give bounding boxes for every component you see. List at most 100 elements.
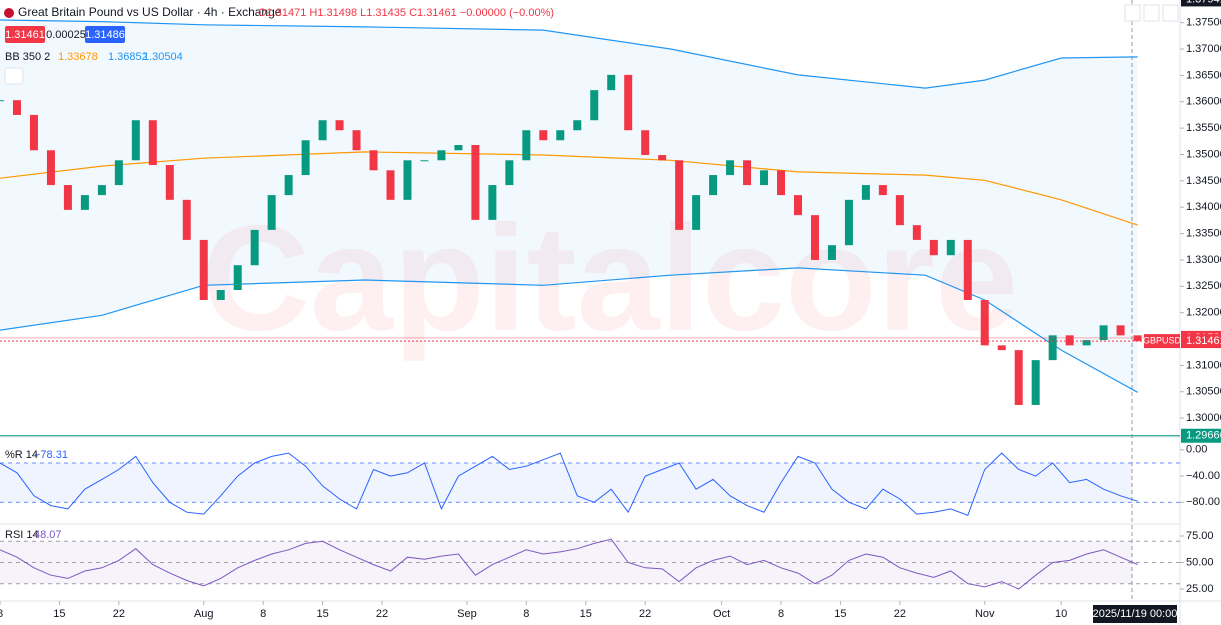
x-tick-label: Sep [457,608,477,620]
candle [1014,350,1023,405]
candle [641,130,650,156]
collapse-button[interactable] [4,67,24,85]
candle [793,195,802,216]
y-tick-label: 1.35500 [1186,122,1221,134]
bid-price: 1.31461 [5,29,45,41]
candle [454,145,463,151]
candle [1133,335,1142,342]
bid-button[interactable] [5,26,45,43]
ohlc: O1.31471 H1.31498 L1.31435 C1.31461 −0.0… [258,7,554,19]
indicator-line [0,452,1138,517]
y-tick-label: 1.33500 [1186,227,1221,239]
candle [810,215,819,260]
x-tick-label: 10 [1055,608,1067,620]
y-tick-label: 1.37500 [1186,17,1221,29]
candle [63,185,72,210]
watermark: Capitalcore [202,194,1019,362]
candle [80,195,89,210]
y-tick-label: 1.34000 [1186,201,1221,213]
candle [556,130,565,141]
candle [912,225,921,240]
candle [929,239,938,256]
candle [743,160,752,186]
rsi-label: RSI 14 [5,529,39,541]
candle [335,120,344,131]
x-tick-label: 15 [580,608,592,620]
candle [216,290,225,301]
candle [1048,335,1057,361]
x-tick-label: Oct [713,608,730,620]
level-fill [0,462,1132,503]
spread: 0.00025 [46,29,86,41]
x-tick-label: 22 [639,608,651,620]
y-tick-label: 1.37000 [1186,43,1221,55]
candle [607,74,616,91]
candle [658,155,667,161]
candle [403,160,412,200]
price-tag [1181,334,1221,349]
toolbar-button[interactable] [1143,4,1160,22]
candle [131,120,140,161]
rsi-value: 48.07 [34,529,62,541]
bb-label: BB 350 2 [5,51,50,63]
candle [1065,335,1074,346]
x-tick-label: 22 [894,608,906,620]
y-tick-label: 1.32500 [1186,280,1221,292]
x-tick-label: 15 [834,608,846,620]
candle [148,120,157,166]
y-tick-label: 1.30500 [1186,386,1221,398]
candle [1099,325,1108,341]
candle [539,130,548,141]
candle [369,150,378,171]
y-tick-label: 0.00 [1186,444,1207,456]
symbol-tag [1144,334,1180,349]
candle [267,195,276,230]
ask-price: 1.31486 [85,29,125,41]
candle [726,160,735,176]
x-tick-label: 8 [778,608,784,620]
candle [1116,325,1125,336]
wr-value: −78.31 [34,449,68,461]
candle [352,130,361,151]
band-fill [0,20,1138,393]
indicator-line [0,538,1138,590]
y-tick-label: −40.00 [1186,470,1220,482]
bb-upper: 1.36852 [108,51,148,63]
candle [505,160,514,186]
x-tick-label: 8 [523,608,529,620]
ask-button[interactable] [85,26,125,43]
candle [709,175,718,196]
bb-basis [0,151,1138,226]
candle [844,199,853,246]
candle [46,150,55,186]
candle [980,300,989,346]
toolbar-button[interactable] [1124,4,1141,22]
candle [29,114,38,151]
candle [760,170,769,186]
candle [1031,360,1040,405]
candle [250,229,259,266]
candle [827,245,836,260]
toolbar-button[interactable] [1162,4,1179,22]
candle [471,145,480,220]
candle [12,100,21,115]
flag-icon [4,8,14,18]
candle [861,185,870,200]
candle [573,120,582,131]
x-tick-label: 15 [53,608,65,620]
wr-label: %R 14 [5,449,38,461]
bb-basis: 1.33678 [58,51,98,63]
y-tick-label: 1.32000 [1186,307,1221,319]
candle [1082,340,1091,346]
x-tick-label: Aug [194,608,214,620]
y-tick-label: 75.00 [1186,530,1214,542]
y-tick-label: 1.36500 [1186,69,1221,81]
cursor-time: 2025/11/19 00:00 [1093,608,1178,620]
x-tick-label: Nov [975,608,995,620]
y-tick-label: 1.36000 [1186,96,1221,108]
x-tick-label: 22 [376,608,388,620]
candle [946,239,955,256]
price-tag-label: 1.31461 [1186,335,1221,347]
y-tick-label: −80.00 [1186,496,1220,508]
price-tag [1181,428,1221,443]
